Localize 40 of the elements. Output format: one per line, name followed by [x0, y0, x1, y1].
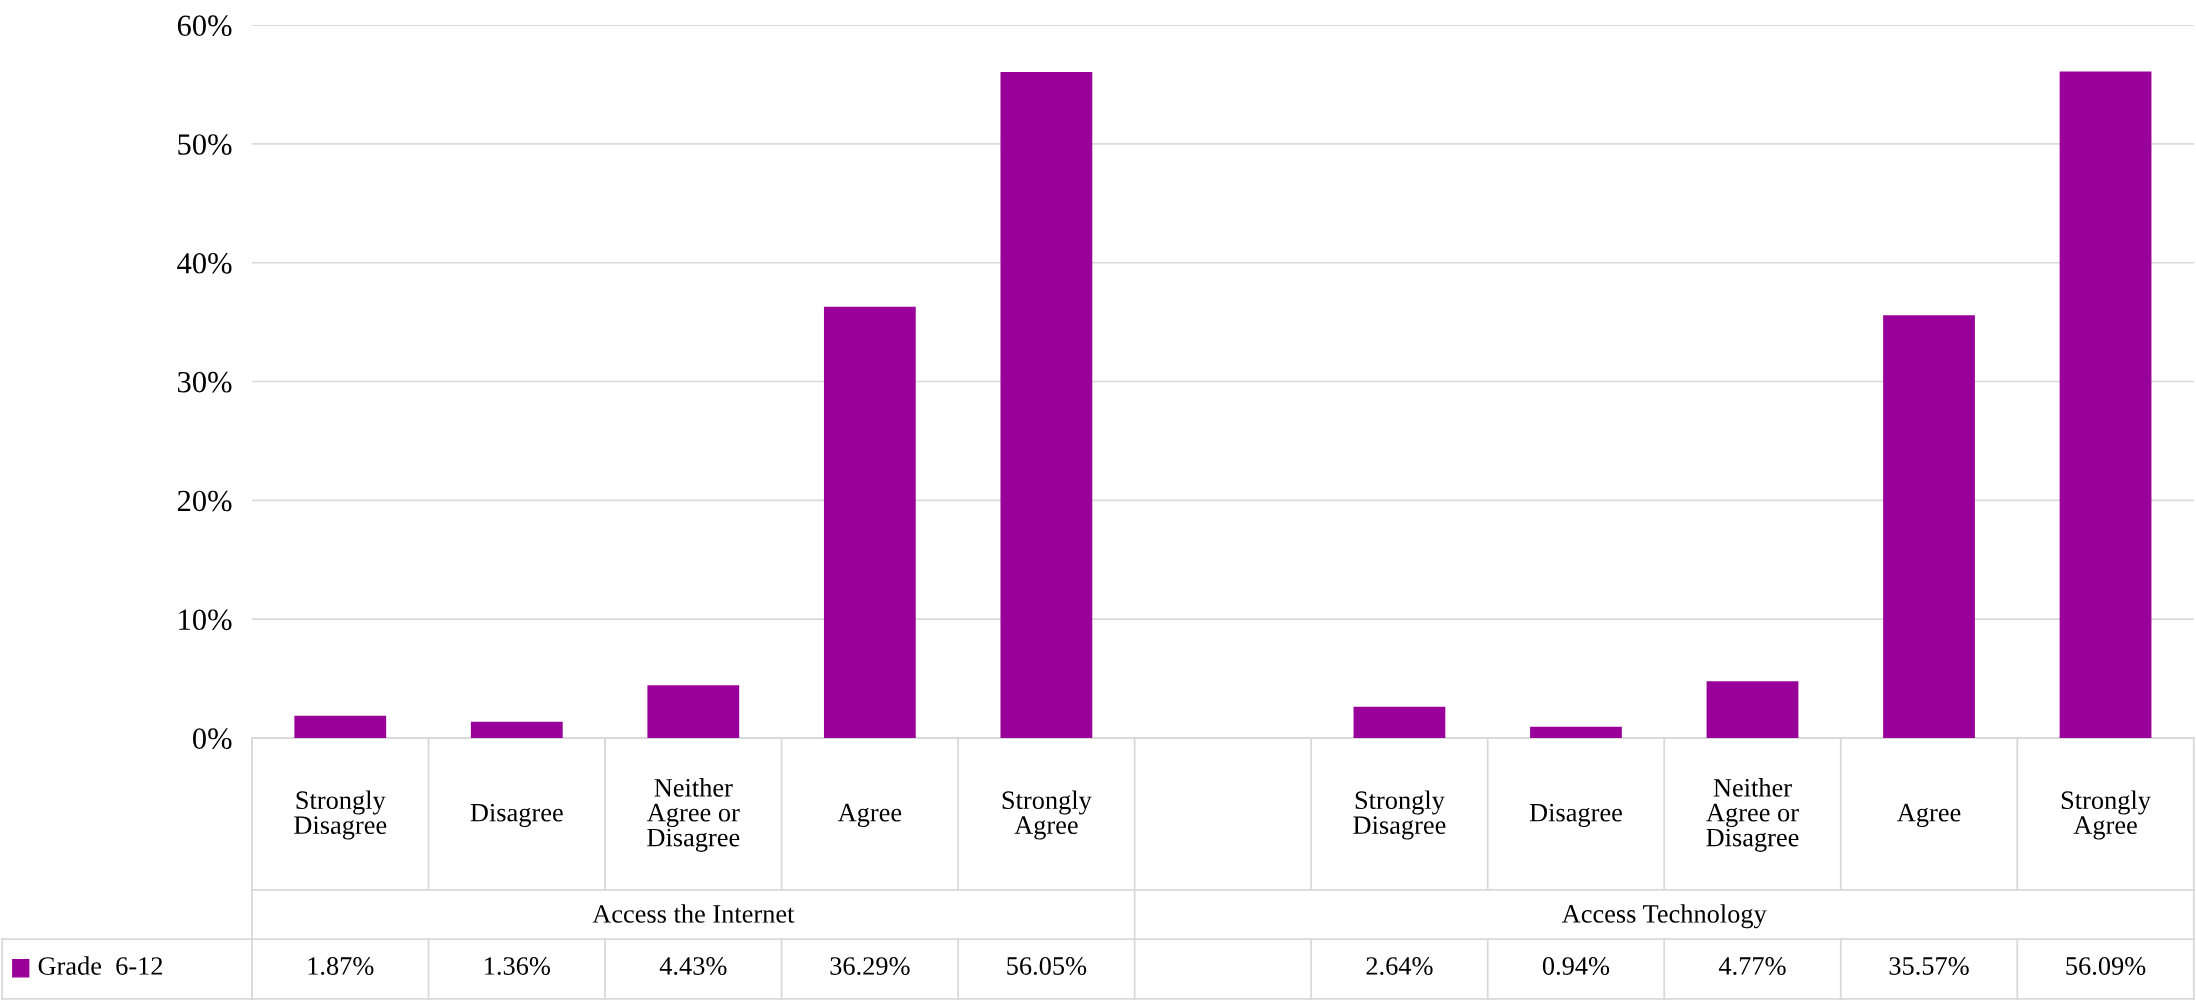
data-label: 36.29% — [830, 957, 910, 975]
bar — [823, 306, 916, 738]
x-tick-label: Disagree — [470, 803, 563, 827]
text: Access Technology — [1561, 904, 1767, 929]
y-tick-label: 60% — [177, 15, 232, 37]
y-tick-label: 40% — [177, 253, 232, 274]
data-label: 4.43% — [659, 957, 727, 975]
x-tick-label: Strongly Agree — [1002, 790, 1092, 840]
bar — [1530, 726, 1622, 738]
x-tick-label: Agree — [1897, 803, 1961, 827]
y-tick-label: 0% — [192, 728, 232, 749]
x-tick-label: Strongly Disagree — [1353, 790, 1446, 840]
data-label: 56.09% — [2066, 957, 2146, 975]
data-label: 56.05% — [1007, 957, 1087, 975]
y-tick-label: 30% — [178, 371, 232, 393]
data-label: 2.64% — [1366, 957, 1433, 975]
bar — [470, 721, 563, 738]
bar — [1000, 72, 1093, 738]
x-tick-label: Disagree — [1529, 803, 1622, 827]
x-tick-label: Strongly Agree — [2061, 790, 2151, 840]
bar — [1353, 706, 1446, 738]
legend-label: Grade 6-12 — [38, 956, 163, 975]
data-label: 1.36% — [485, 957, 550, 975]
data-label: 1.87% — [308, 957, 374, 975]
bar — [2059, 71, 2152, 738]
bar — [1883, 315, 1975, 738]
bar — [1706, 681, 1799, 738]
x-tick-label: Agree — [837, 803, 902, 827]
data-label: 4.77% — [1718, 957, 1786, 975]
text: Access the Internet — [592, 904, 795, 923]
x-tick-label: Neither Agree or Disagree — [1706, 778, 1799, 852]
x-tick-label: Strongly Disagree — [294, 790, 387, 840]
bar — [647, 685, 740, 738]
y-tick-label: 10% — [179, 609, 232, 631]
y-tick-label: 50% — [178, 134, 232, 155]
data-label: 0.94% — [1542, 957, 1610, 975]
x-tick-label: Neither Agree or Disagree — [647, 778, 740, 852]
data-label: 35.57% — [1889, 957, 1969, 975]
y-tick-label: 20% — [177, 490, 232, 512]
bar — [294, 715, 387, 738]
